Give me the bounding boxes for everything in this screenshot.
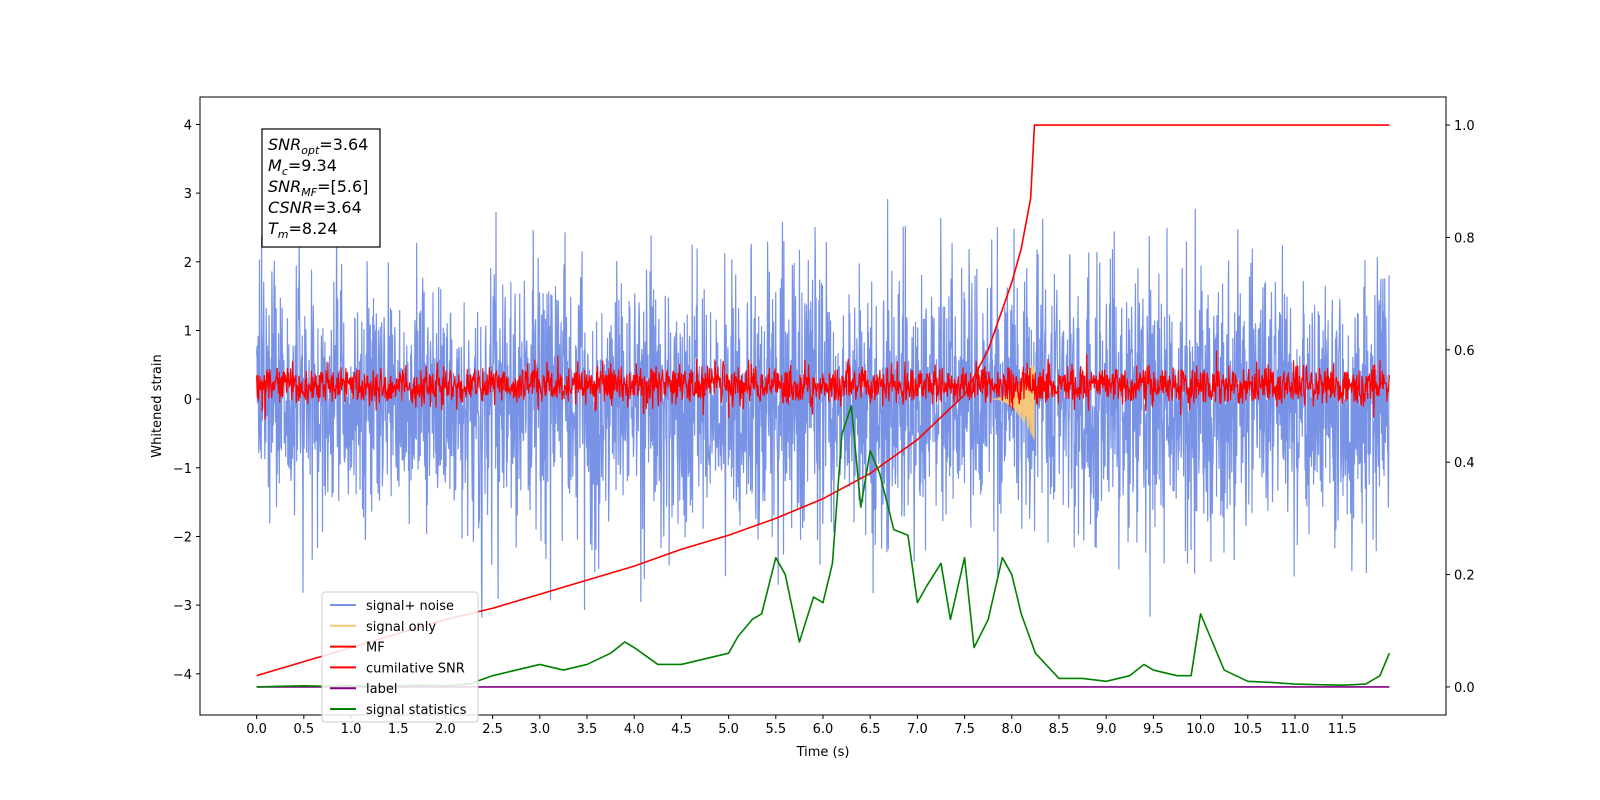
y-tick-label: −4: [173, 668, 192, 683]
x-tick-label: 11.5: [1328, 722, 1357, 737]
x-tick-label: 9.5: [1143, 722, 1164, 737]
y-tick-label: −2: [173, 530, 192, 545]
annotation-line: CSNR=3.64: [268, 198, 362, 217]
x-tick-label: 1.0: [341, 722, 362, 737]
x-tick-label: 6.0: [813, 722, 834, 737]
x-tick-label: 3.5: [577, 722, 598, 737]
signal-statistics-line: [256, 405, 1391, 688]
legend-label: signal+ noise: [366, 599, 454, 614]
legend-items: signal+ noise signal only MF cumilative SNR…: [330, 599, 467, 718]
annotation-value: =3.64: [319, 135, 368, 154]
x-tick-label: 2.5: [482, 722, 503, 737]
legend-label: MF: [366, 641, 385, 656]
annotation-symbol: SNR: [268, 177, 301, 196]
x-tick-label: 6.5: [860, 722, 881, 737]
annotation-subscript: m: [278, 228, 289, 241]
annotation-value: =3.64: [313, 198, 362, 217]
x-tick-label: 5.5: [765, 722, 786, 737]
y-right-tick-label: 1.0: [1454, 119, 1475, 134]
legend: signal+ noise signal only MF cumilative SNR…: [321, 591, 479, 723]
x-tick-label: 1.5: [388, 722, 409, 737]
annotation-line: Mc=9.34: [268, 156, 337, 178]
y-axis-label: Whitened strain: [150, 354, 165, 457]
x-axis-label: Time (s): [796, 745, 850, 760]
mf-line: [256, 350, 1390, 420]
annotation-value: =9.34: [288, 156, 337, 175]
signal-only-line: [992, 365, 1036, 440]
annotation-symbol: M: [268, 156, 282, 175]
annotation-line: SNRopt=3.64: [268, 135, 368, 157]
x-tick-label: 5.0: [718, 722, 739, 737]
x-tick-label: 8.0: [1001, 722, 1022, 737]
annotation-subscript: opt: [301, 144, 320, 157]
y-right-tick-label: 0.0: [1454, 681, 1475, 696]
x-tick-label: 4.5: [671, 722, 692, 737]
x-tick-label: 2.0: [435, 722, 456, 737]
y-tick-label: 2: [184, 256, 192, 271]
y-tick-label: −3: [173, 599, 192, 614]
x-tick-label: 7.0: [907, 722, 928, 737]
legend-label: label: [366, 682, 397, 697]
x-tick-label: 9.0: [1096, 722, 1117, 737]
annotation-subscript: c: [282, 165, 288, 178]
y-right-tick-label: 0.2: [1454, 569, 1475, 584]
legend-label: signal only: [366, 620, 436, 635]
annotation-frame: [261, 128, 381, 248]
annotation-line: Tm=8.24: [268, 219, 338, 241]
y-tick-label: 3: [184, 187, 192, 202]
x-tick-label: 3.0: [529, 722, 550, 737]
x-tick-label: 10.0: [1186, 722, 1215, 737]
annotation-value: =[5.6]: [317, 177, 368, 196]
annotation-symbol: SNR: [268, 135, 301, 154]
annotation-symbol: CSNR: [268, 198, 313, 217]
y-right-tick-label: 0.6: [1454, 344, 1475, 359]
x-tick-label: 0.0: [246, 722, 267, 737]
annotation-box: SNRopt=3.64Mc=9.34SNRMF=[5.6]CSNR=3.64Tm…: [261, 128, 381, 248]
y-right-tick-label: 0.8: [1454, 231, 1475, 246]
annotation-value: =8.24: [289, 219, 338, 238]
axes-layer: 0.0 0.5 1.0 1.5 2.0 2.5 3.0 3.5 4.0 4.5 5.0 5.5 6.0 6…: [173, 118, 1475, 737]
signal-noise-line: [256, 199, 1390, 618]
legend-label: signal statistics: [366, 703, 467, 718]
y-tick-label: 4: [184, 118, 192, 133]
annotation-symbol: T: [268, 219, 279, 238]
x-tick-label: 11.0: [1280, 722, 1309, 737]
x-tick-label: 4.0: [624, 722, 645, 737]
y-tick-label: 0: [184, 393, 192, 408]
annotation-line: SNRMF=[5.6]: [268, 177, 368, 199]
y-tick-label: 1: [184, 324, 192, 339]
x-tick-label: 8.5: [1049, 722, 1070, 737]
x-tick-label: 0.5: [293, 722, 314, 737]
x-tick-label: 7.5: [954, 722, 975, 737]
y-tick-label: −1: [173, 462, 192, 477]
legend-frame: [321, 591, 479, 723]
x-tick-label: 10.5: [1233, 722, 1262, 737]
annotation-subscript: MF: [301, 186, 317, 199]
annotation-lines: SNRopt=3.64Mc=9.34SNRMF=[5.6]CSNR=3.64Tm…: [268, 135, 368, 241]
legend-label: cumilative SNR: [366, 661, 465, 676]
y-right-tick-label: 0.4: [1454, 456, 1475, 471]
